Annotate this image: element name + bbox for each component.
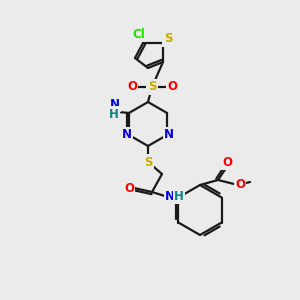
Text: N: N [164,128,174,142]
Text: N: N [165,190,175,202]
Text: S: S [148,80,156,94]
Text: S: S [144,155,152,169]
Text: S: S [164,32,172,46]
Text: H: H [174,190,184,202]
Text: O: O [167,80,177,94]
Text: O: O [127,80,137,94]
Text: Cl: Cl [133,28,146,40]
Text: N: N [110,98,120,110]
Text: H: H [109,107,119,121]
Text: O: O [222,155,232,169]
Text: N: N [122,128,132,142]
Text: O: O [235,178,245,190]
Text: O: O [124,182,134,194]
